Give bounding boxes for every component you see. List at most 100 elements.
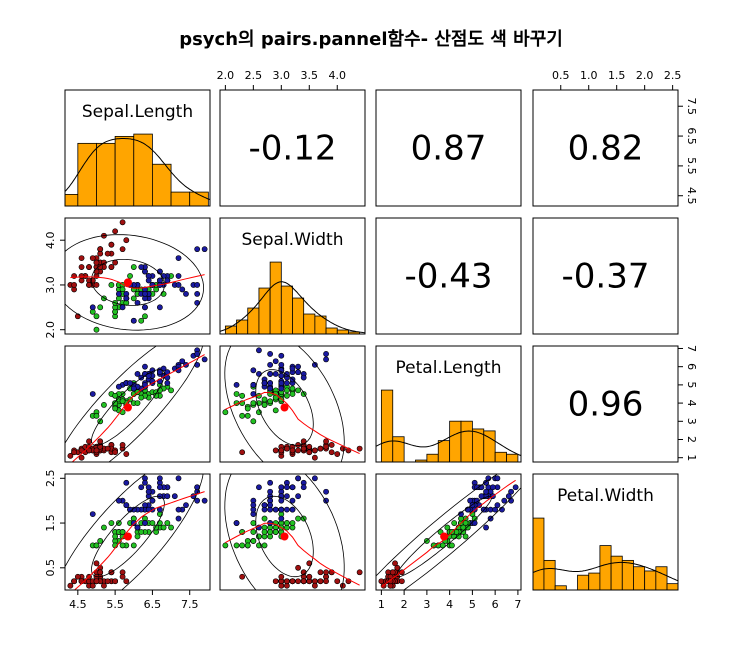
point xyxy=(278,573,285,580)
panel-frame xyxy=(375,345,522,463)
point xyxy=(261,529,268,535)
point xyxy=(300,578,307,585)
histogram-bar xyxy=(460,420,473,462)
panel-frame xyxy=(375,217,522,335)
point xyxy=(194,497,201,504)
point xyxy=(93,259,100,266)
point xyxy=(483,524,489,531)
point xyxy=(289,484,296,491)
point xyxy=(130,520,137,526)
smooth-line xyxy=(225,391,360,455)
point xyxy=(334,578,341,585)
centroid xyxy=(123,403,132,412)
point xyxy=(93,542,100,549)
point xyxy=(175,515,182,522)
point xyxy=(295,363,301,370)
point xyxy=(86,282,92,288)
point xyxy=(164,493,171,500)
point xyxy=(175,506,182,513)
point xyxy=(127,380,133,386)
panel-frame xyxy=(532,473,679,591)
point xyxy=(295,515,301,522)
point xyxy=(78,454,85,461)
histogram-bar xyxy=(426,453,439,462)
point xyxy=(451,520,458,526)
point xyxy=(115,520,122,526)
point xyxy=(130,295,137,302)
point xyxy=(284,506,290,513)
point xyxy=(289,365,296,372)
point xyxy=(168,387,174,394)
point xyxy=(295,475,301,482)
point xyxy=(164,277,171,284)
point xyxy=(130,317,137,324)
point xyxy=(149,520,156,526)
point xyxy=(323,443,329,450)
point xyxy=(278,385,285,392)
x-tick-label: 1.5 xyxy=(608,69,626,82)
point xyxy=(267,529,274,535)
point xyxy=(284,493,290,500)
point xyxy=(194,246,201,253)
point xyxy=(261,502,268,509)
point xyxy=(267,488,274,495)
point xyxy=(278,497,285,504)
point xyxy=(93,560,100,567)
point xyxy=(130,385,137,392)
panel-frame xyxy=(64,217,211,335)
histogram-bar xyxy=(577,574,590,590)
point xyxy=(89,582,96,589)
point xyxy=(261,515,268,522)
smooth-line xyxy=(225,522,360,586)
variable-name: Petal.Width xyxy=(557,486,654,506)
ellipse xyxy=(224,346,345,462)
histogram-bar xyxy=(543,559,556,590)
point xyxy=(145,488,152,495)
point xyxy=(317,569,324,576)
point xyxy=(171,493,178,500)
point xyxy=(387,578,394,585)
point xyxy=(233,542,240,549)
point xyxy=(492,506,499,513)
point xyxy=(284,392,290,399)
histogram-bar xyxy=(533,517,545,590)
point xyxy=(311,447,318,454)
point xyxy=(462,533,469,540)
point xyxy=(261,380,268,386)
point xyxy=(284,380,290,386)
point xyxy=(244,405,251,412)
point xyxy=(97,438,104,445)
point xyxy=(317,578,324,585)
variable-name: Sepal.Length xyxy=(82,102,193,122)
point xyxy=(250,391,257,397)
point xyxy=(134,533,141,540)
x-tick-label: 3.0 xyxy=(273,69,291,82)
point xyxy=(505,493,512,500)
histogram-bar xyxy=(610,555,623,590)
point xyxy=(201,497,208,504)
point xyxy=(267,479,274,486)
point xyxy=(119,246,126,253)
smooth-line xyxy=(71,354,205,462)
point xyxy=(261,396,268,403)
point xyxy=(323,351,329,357)
point xyxy=(323,488,329,495)
panel xyxy=(65,133,210,206)
point xyxy=(119,529,126,535)
point xyxy=(142,304,148,311)
y-tick-label: 4 xyxy=(685,400,698,407)
point xyxy=(356,569,363,576)
point xyxy=(97,538,104,544)
point xyxy=(119,304,126,311)
point xyxy=(138,264,145,270)
density-curve xyxy=(65,138,210,201)
x-tick-label: 0.5 xyxy=(552,69,570,82)
panel-frame xyxy=(219,217,366,335)
point xyxy=(272,578,279,585)
point xyxy=(334,451,341,457)
point xyxy=(119,573,126,580)
point xyxy=(74,573,81,580)
centroid xyxy=(123,278,132,287)
point xyxy=(295,564,301,571)
point xyxy=(483,479,489,486)
